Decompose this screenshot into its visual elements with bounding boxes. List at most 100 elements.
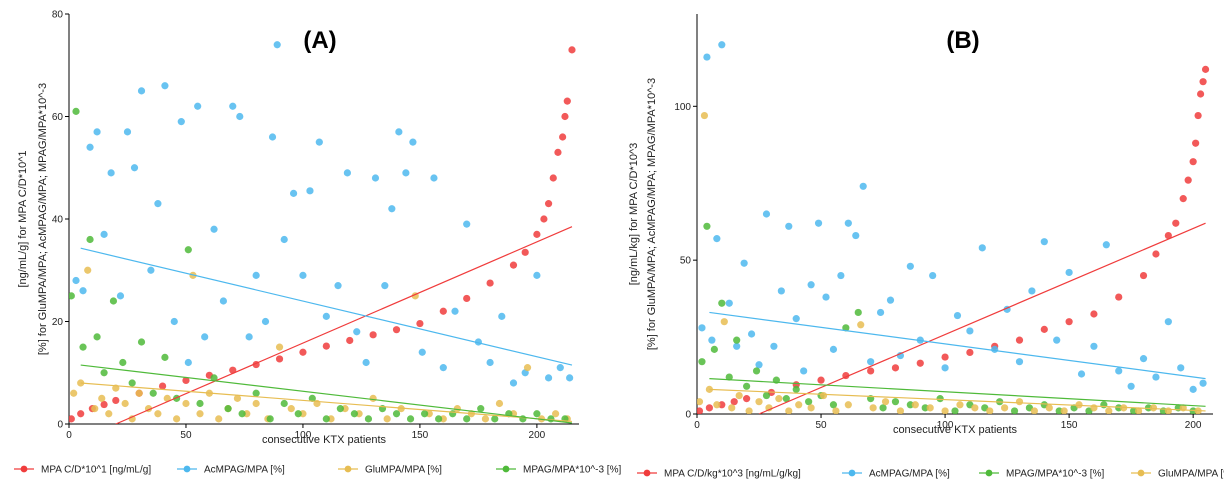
data-point xyxy=(109,297,118,305)
data-point xyxy=(896,407,905,414)
data-point xyxy=(953,311,962,320)
legend-label: GluMPA/MPA [%] xyxy=(1158,469,1224,480)
data-point xyxy=(713,235,721,243)
data-point xyxy=(703,53,711,61)
data-point xyxy=(463,415,471,423)
data-point xyxy=(906,401,914,409)
data-point xyxy=(350,410,359,418)
data-point xyxy=(718,401,726,409)
data-point xyxy=(184,246,192,254)
legend-marker xyxy=(643,469,651,477)
data-point xyxy=(844,219,852,227)
data-point xyxy=(495,399,504,408)
legend-label: MPA C/D*10^1 [ng/mL/g] xyxy=(41,465,151,476)
data-point xyxy=(916,359,924,367)
data-point xyxy=(563,97,571,105)
trend-line xyxy=(115,226,573,424)
data-point xyxy=(435,415,443,423)
data-point xyxy=(268,133,277,141)
data-point xyxy=(956,401,964,409)
data-point xyxy=(792,315,800,323)
data-point xyxy=(549,174,557,182)
data-point xyxy=(491,415,499,423)
data-point xyxy=(1189,158,1197,166)
y-tick-label: 50 xyxy=(680,256,692,267)
data-point xyxy=(718,41,726,49)
data-point xyxy=(822,293,830,301)
data-point xyxy=(369,394,377,402)
data-point xyxy=(100,400,108,409)
legend-label: MPAG/MPA*10^-3 [%] xyxy=(1006,469,1104,480)
data-point xyxy=(194,102,202,110)
data-point xyxy=(1100,401,1108,409)
data-point xyxy=(369,331,377,339)
data-point xyxy=(559,133,567,141)
data-point xyxy=(879,404,887,412)
data-point xyxy=(533,410,541,418)
data-point xyxy=(137,87,146,95)
y-tick-label: 20 xyxy=(52,317,64,328)
data-point xyxy=(876,308,885,317)
data-point xyxy=(116,292,125,300)
data-point xyxy=(346,336,354,345)
data-point xyxy=(775,395,783,403)
data-point xyxy=(966,348,974,357)
data-point xyxy=(236,112,244,121)
data-point xyxy=(215,415,223,423)
data-point xyxy=(556,364,564,372)
data-point xyxy=(72,107,80,115)
data-point xyxy=(130,164,139,172)
data-point xyxy=(1065,268,1073,277)
x-tick-label: 50 xyxy=(180,430,192,441)
data-point xyxy=(554,148,562,156)
data-point xyxy=(477,405,485,413)
data-point xyxy=(1201,65,1210,73)
data-point xyxy=(561,112,569,121)
data-point xyxy=(392,410,401,418)
data-point xyxy=(523,364,532,372)
data-point xyxy=(544,200,553,208)
legend-marker xyxy=(344,465,352,473)
data-point xyxy=(294,410,302,418)
data-point xyxy=(498,312,506,320)
data-point xyxy=(720,318,728,326)
data-point xyxy=(814,219,823,227)
data-point xyxy=(713,401,721,409)
data-point xyxy=(308,394,316,402)
data-point xyxy=(184,358,192,367)
data-point xyxy=(77,410,85,418)
data-point xyxy=(730,398,738,406)
data-point xyxy=(1199,78,1207,86)
data-point xyxy=(486,279,494,287)
data-point xyxy=(785,407,793,414)
data-point xyxy=(451,307,459,315)
data-point xyxy=(210,374,218,382)
data-point xyxy=(406,415,415,423)
data-point xyxy=(275,343,284,351)
x-tick-label: 50 xyxy=(815,420,827,431)
data-point xyxy=(1192,139,1200,147)
y-tick-label: 60 xyxy=(52,112,64,123)
legend-marker xyxy=(985,469,993,477)
data-point xyxy=(1115,404,1123,412)
data-point xyxy=(703,222,711,230)
data-point xyxy=(229,102,237,110)
data-point xyxy=(698,324,706,332)
data-point xyxy=(1060,407,1068,414)
data-point xyxy=(966,327,974,335)
legend-label: AcMPAG/MPA [%] xyxy=(204,465,285,476)
data-point xyxy=(112,396,120,405)
data-point xyxy=(91,405,99,413)
legend-marker xyxy=(20,465,28,473)
data-point xyxy=(163,394,171,402)
chart-panel: 0 50 100 150 200 0 20 40 60 80 consecutive KTX pat… xyxy=(14,10,621,476)
data-point xyxy=(98,394,106,402)
data-point xyxy=(275,355,284,363)
data-point xyxy=(1090,404,1098,412)
data-point xyxy=(409,138,417,146)
data-point xyxy=(697,407,704,414)
data-point xyxy=(708,336,716,344)
